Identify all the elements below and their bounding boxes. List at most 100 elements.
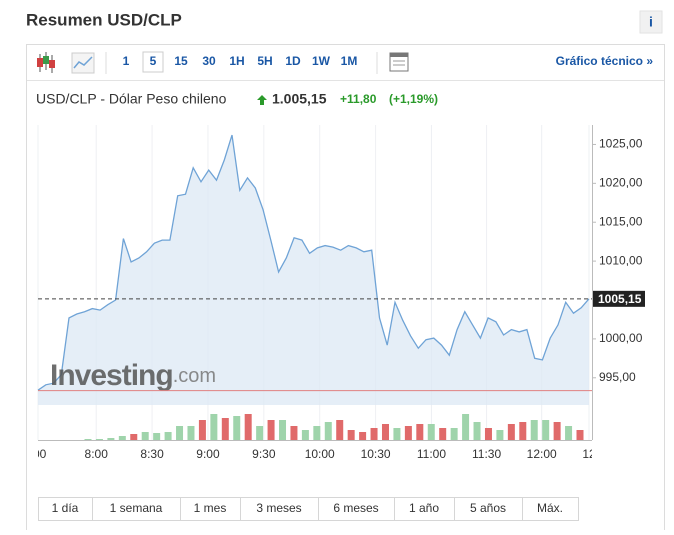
interval-button[interactable]: 5 bbox=[150, 54, 157, 68]
watermark-suffix: .com bbox=[173, 365, 216, 387]
volume-bar bbox=[347, 430, 355, 440]
volume-bar bbox=[210, 414, 218, 440]
interval-button[interactable]: 15 bbox=[174, 54, 188, 68]
volume-bar bbox=[530, 420, 538, 440]
volume-bar bbox=[542, 420, 550, 440]
price: 1.005,15 bbox=[272, 91, 327, 107]
interval-button[interactable]: 30 bbox=[202, 54, 216, 68]
y-tick-label: 1010,00 bbox=[599, 253, 643, 267]
y-tick-label: 1015,00 bbox=[599, 214, 643, 228]
x-tick-label: 9:30 bbox=[252, 447, 276, 461]
y-tick-label: 1020,00 bbox=[599, 176, 643, 190]
watermark-name: Investing bbox=[50, 359, 173, 392]
range-button[interactable] bbox=[522, 497, 579, 521]
range-label[interactable]: 1 semana bbox=[110, 501, 163, 515]
volume-bar bbox=[233, 416, 241, 440]
volume-bar bbox=[519, 422, 527, 440]
interval-button[interactable]: 1D bbox=[285, 54, 301, 68]
x-tick-label: 10:30 bbox=[361, 447, 391, 461]
range-label[interactable]: 1 año bbox=[409, 501, 439, 515]
y-tick-label: 1000,00 bbox=[599, 331, 643, 345]
interval-button[interactable]: 1W bbox=[312, 54, 331, 68]
interval-button[interactable]: 1H bbox=[229, 54, 244, 68]
volume-bar bbox=[496, 430, 504, 440]
area-fill bbox=[38, 135, 589, 405]
volume-bar bbox=[313, 426, 321, 440]
interval-selected bbox=[142, 51, 164, 73]
technical-chart-link[interactable]: Gráfico técnico » bbox=[556, 54, 654, 68]
volume-bar bbox=[84, 439, 92, 440]
volume-bar bbox=[381, 424, 389, 440]
volume-bar bbox=[141, 432, 149, 440]
range-label[interactable]: 6 meses bbox=[333, 501, 378, 515]
interval-button[interactable]: 1 bbox=[123, 54, 130, 68]
volume-bar bbox=[221, 418, 229, 440]
up-arrow bbox=[257, 95, 267, 105]
x-tick-label: :00 bbox=[30, 447, 47, 461]
info-button[interactable] bbox=[639, 10, 663, 34]
last-price-label: 1005,15 bbox=[598, 292, 642, 306]
volume-bar bbox=[324, 422, 332, 440]
x-tick-label: 11:30 bbox=[472, 447, 501, 461]
widget-border bbox=[26, 44, 665, 535]
volume-bar bbox=[462, 414, 470, 440]
x-tick-label: 12:00 bbox=[527, 447, 557, 461]
last-price-badge bbox=[593, 290, 645, 307]
price-line bbox=[37, 134, 590, 391]
volume-bar bbox=[130, 434, 138, 440]
x-tick-label: 11:00 bbox=[417, 447, 446, 461]
volume-bar bbox=[153, 433, 161, 440]
volume-bar bbox=[370, 428, 378, 440]
volume-bar bbox=[118, 436, 126, 440]
page-title: Resumen USD/CLP bbox=[26, 10, 182, 29]
volume-bar bbox=[164, 432, 172, 440]
range-label[interactable]: 1 día bbox=[52, 501, 79, 515]
range-label[interactable]: 5 años bbox=[470, 501, 506, 515]
x-tick-label: 9:00 bbox=[196, 447, 220, 461]
volume-bar bbox=[507, 424, 515, 440]
volume-bar bbox=[267, 420, 275, 440]
volume-bar bbox=[576, 430, 584, 440]
range-label[interactable]: Máx. bbox=[537, 501, 563, 515]
interval-button[interactable]: 5H bbox=[257, 54, 272, 68]
x-tick-label: 8:30 bbox=[140, 447, 164, 461]
volume-bar bbox=[393, 428, 401, 440]
instrument-name: USD/CLP - Dólar Peso chileno bbox=[36, 91, 227, 107]
range-label[interactable]: 1 mes bbox=[194, 501, 227, 515]
x-tick-label: 10:00 bbox=[305, 447, 335, 461]
info-icon: i bbox=[649, 14, 653, 30]
change-percent: (+1,19%) bbox=[389, 92, 438, 106]
volume-bar bbox=[301, 430, 309, 440]
area-icon[interactable] bbox=[71, 52, 95, 74]
candle-icon[interactable] bbox=[37, 52, 55, 73]
change: +11,80 bbox=[340, 92, 377, 106]
volume-bar bbox=[244, 414, 252, 440]
volume-bar bbox=[107, 438, 115, 440]
table-icon[interactable] bbox=[389, 52, 409, 72]
volume-bar bbox=[176, 426, 184, 440]
volume-bar bbox=[427, 424, 435, 440]
volume-bar bbox=[416, 424, 424, 440]
volume-bar bbox=[450, 428, 458, 440]
volume-bar bbox=[187, 426, 195, 440]
y-tick-label: 1025,00 bbox=[599, 137, 643, 151]
x-tick-label: 12 bbox=[582, 447, 596, 461]
volume-bar bbox=[290, 426, 298, 440]
volume-bar bbox=[279, 420, 287, 440]
volume-bar bbox=[565, 426, 573, 440]
y-tick-label: 995,00 bbox=[599, 370, 636, 384]
volume-bar bbox=[359, 432, 367, 440]
watermark: Investing.com bbox=[50, 359, 216, 392]
x-tick-label: 8:00 bbox=[85, 447, 109, 461]
volume-bar bbox=[404, 426, 412, 440]
interval-button[interactable]: 1M bbox=[341, 54, 358, 68]
volume-bar bbox=[473, 422, 481, 440]
volume-bar bbox=[439, 428, 447, 440]
volume-bar bbox=[336, 420, 344, 440]
volume-bar bbox=[198, 420, 206, 440]
range-label[interactable]: 3 meses bbox=[256, 501, 301, 515]
volume-bar bbox=[484, 428, 492, 440]
volume-bar bbox=[553, 422, 561, 440]
